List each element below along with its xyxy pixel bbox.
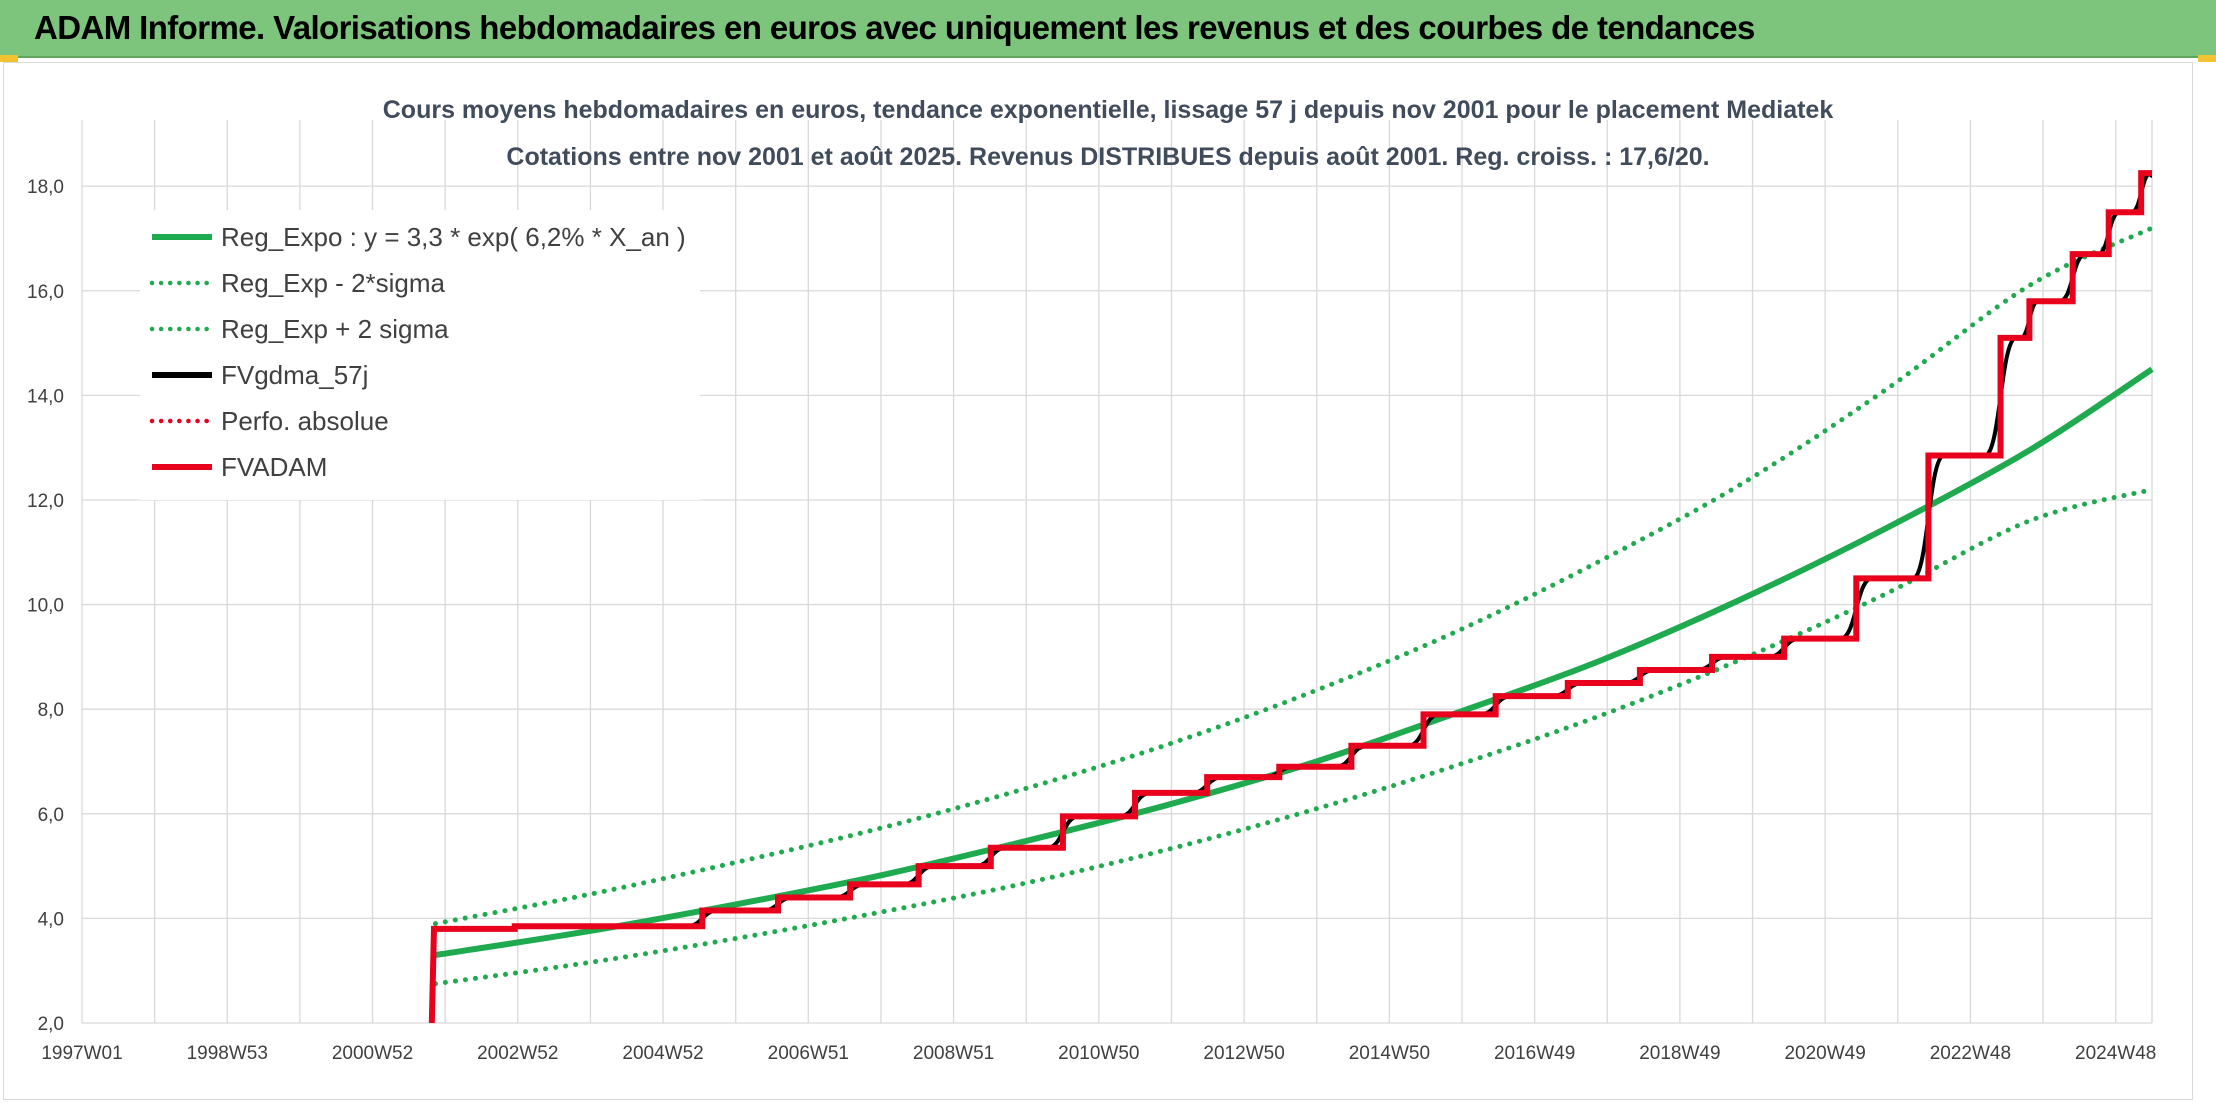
legend-label: Reg_Expo : y = 3,3 * exp( 6,2% * X_an ) bbox=[221, 222, 686, 252]
x-tick-label: 2016W49 bbox=[1494, 1043, 1575, 1064]
y-tick-label: 8,0 bbox=[38, 700, 64, 721]
legend-label: FVgdma_57j bbox=[221, 360, 368, 390]
legend-label: Reg_Exp + 2 sigma bbox=[221, 314, 449, 344]
x-tick-label: 2008W51 bbox=[913, 1043, 994, 1064]
y-tick-label: 14,0 bbox=[27, 386, 64, 407]
y-tick-label: 4,0 bbox=[38, 909, 64, 930]
x-tick-label: 1998W53 bbox=[187, 1043, 268, 1064]
corner-marker-left bbox=[0, 55, 18, 62]
x-tick-label: 2014W50 bbox=[1349, 1043, 1430, 1064]
corner-marker-right bbox=[2198, 55, 2216, 62]
header-bar: ADAM Informe. Valorisations hebdomadaire… bbox=[0, 0, 2216, 58]
x-tick-label: 2004W52 bbox=[622, 1043, 703, 1064]
page-title: ADAM Informe. Valorisations hebdomadaire… bbox=[34, 9, 1755, 46]
x-tick-label: 2012W50 bbox=[1203, 1043, 1284, 1064]
x-tick-label: 2010W50 bbox=[1058, 1043, 1139, 1064]
x-tick-label: 2000W52 bbox=[332, 1043, 413, 1064]
series-reg-exp-minus-2sigma bbox=[432, 487, 2155, 987]
series-reg-exp-plus-2sigma bbox=[432, 225, 2155, 927]
y-tick-label: 6,0 bbox=[38, 805, 64, 826]
x-tick-label: 2022W48 bbox=[1930, 1043, 2011, 1064]
tick-labels: 2,0 4,0 6,0 8,0 10,0 12,0 14,0 16,0 18,0 1997W01 1… bbox=[27, 177, 2156, 1064]
x-tick-label: 2020W49 bbox=[1784, 1043, 1865, 1064]
y-tick-label: 16,0 bbox=[27, 282, 64, 303]
legend-label: Reg_Exp - 2*sigma bbox=[221, 268, 446, 298]
y-tick-label: 10,0 bbox=[27, 596, 64, 617]
x-tick-label: 2006W51 bbox=[768, 1043, 849, 1064]
legend-label: FVADAM bbox=[221, 452, 327, 482]
y-tick-label: 18,0 bbox=[27, 177, 64, 198]
legend-background bbox=[140, 210, 700, 500]
x-tick-label: 1997W01 bbox=[41, 1043, 122, 1064]
x-tick-label: 2024W48 bbox=[2075, 1043, 2156, 1064]
y-tick-label: 2,0 bbox=[38, 1014, 64, 1035]
series-fvadam bbox=[428, 170, 2152, 1024]
chart-title-line-1: Cours moyens hebdomadaires en euros, ten… bbox=[383, 96, 1834, 124]
legend: Reg_Expo : y = 3,3 * exp( 6,2% * X_an ) R… bbox=[140, 210, 700, 500]
x-tick-label: 2002W52 bbox=[477, 1043, 558, 1064]
chart-title-line-2: Cotations entre nov 2001 et août 2025. R… bbox=[506, 143, 1709, 171]
series-layer bbox=[428, 170, 2155, 1024]
y-tick-label: 12,0 bbox=[27, 491, 64, 512]
legend-label: Perfo. absolue bbox=[221, 406, 389, 436]
x-tick-label: 2018W49 bbox=[1639, 1043, 1720, 1064]
